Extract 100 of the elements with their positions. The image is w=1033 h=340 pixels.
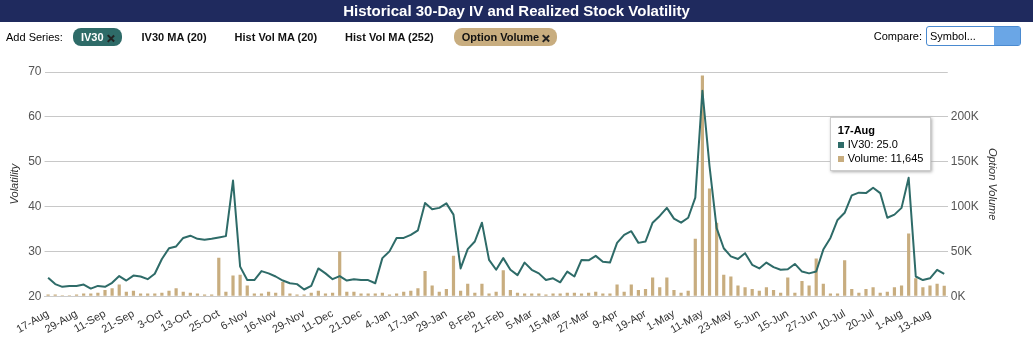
bar xyxy=(850,289,854,296)
bar xyxy=(672,289,676,296)
text: IV30 xyxy=(72,28,122,46)
bar xyxy=(679,292,683,296)
bar xyxy=(786,277,790,296)
chart-title: Historical 30-Day IV and Realized Stock Volatility xyxy=(0,0,1033,22)
bar xyxy=(508,289,512,296)
bar xyxy=(693,238,697,296)
bar xyxy=(480,283,484,296)
y-tick-label: 20 xyxy=(28,288,42,303)
bar xyxy=(110,288,114,296)
bar xyxy=(892,287,897,296)
bar xyxy=(587,292,591,296)
bar xyxy=(494,291,498,296)
y2-tick-label: 50K xyxy=(950,243,973,258)
bar xyxy=(551,293,555,296)
y2-tick-label: 100K xyxy=(950,198,979,213)
y-tick-label: 60 xyxy=(28,109,42,124)
bar xyxy=(757,290,761,296)
legend-title: Add Series: xyxy=(6,31,63,43)
bar xyxy=(430,285,434,296)
bar xyxy=(224,291,228,296)
bar xyxy=(103,289,107,296)
bar xyxy=(451,255,456,296)
bar xyxy=(707,188,712,296)
bar xyxy=(921,287,925,296)
bar xyxy=(800,280,804,296)
bar xyxy=(160,292,164,296)
annotation: Volume: 11,645 xyxy=(847,151,924,164)
bar xyxy=(807,285,811,296)
bar xyxy=(345,291,349,296)
bar xyxy=(864,289,868,296)
y2-tick-label: 0K xyxy=(950,288,966,303)
bar xyxy=(459,290,463,296)
bar xyxy=(309,292,313,296)
bar xyxy=(174,288,178,296)
bar xyxy=(885,291,889,296)
bar xyxy=(779,292,783,296)
annotation: IV30: 25.0 xyxy=(847,137,898,150)
y-tick-label: 70 xyxy=(28,64,42,79)
bar xyxy=(821,283,825,296)
bar xyxy=(352,291,356,296)
text: Symbol... xyxy=(930,30,976,42)
bar xyxy=(750,289,754,296)
bar xyxy=(907,233,911,296)
bar xyxy=(651,277,655,296)
bar xyxy=(878,292,882,296)
bar xyxy=(565,292,569,296)
bar xyxy=(380,292,384,296)
bar xyxy=(124,291,128,296)
bar xyxy=(359,293,363,296)
bar xyxy=(871,287,875,296)
bar xyxy=(629,284,633,296)
text: Hist Vol MA (20) xyxy=(233,30,319,45)
bar xyxy=(665,277,669,296)
bar xyxy=(473,292,477,296)
bar xyxy=(622,291,626,296)
bar xyxy=(843,260,847,296)
bar xyxy=(245,285,249,296)
y2-tick-label: 200K xyxy=(950,109,979,124)
bar xyxy=(899,285,904,296)
bar xyxy=(942,285,946,296)
y2-axis-title: Option Volume xyxy=(987,147,1000,221)
annotation: 17-Aug xyxy=(837,123,876,136)
bar xyxy=(266,291,271,296)
bar xyxy=(928,285,932,296)
bar xyxy=(608,293,612,296)
y2-tick-label: 150K xyxy=(950,154,979,168)
bar xyxy=(188,292,192,296)
text: Option Volume xyxy=(453,28,558,46)
bar xyxy=(281,281,285,296)
bar xyxy=(722,274,726,296)
bar xyxy=(181,291,185,296)
bar xyxy=(636,289,640,296)
bar xyxy=(316,290,320,296)
y-tick-label: 40 xyxy=(28,198,42,213)
bar xyxy=(572,292,576,296)
bar xyxy=(487,293,491,296)
bar xyxy=(501,270,505,296)
bar xyxy=(857,292,861,296)
bar xyxy=(423,271,427,296)
bar xyxy=(330,292,335,296)
y-axis-title: Volatility xyxy=(7,162,20,205)
bar xyxy=(594,291,598,296)
text: IV30 MA (20) xyxy=(140,30,208,45)
bar xyxy=(615,284,619,296)
bar xyxy=(437,291,441,296)
bar xyxy=(131,290,136,296)
bar xyxy=(935,283,939,296)
bar xyxy=(515,292,520,296)
bar xyxy=(686,290,690,296)
text: Compare: xyxy=(873,30,922,42)
bar xyxy=(96,292,100,296)
bar xyxy=(231,275,235,296)
bar xyxy=(914,278,918,296)
bar xyxy=(729,276,733,296)
bar xyxy=(793,292,797,296)
bar xyxy=(444,289,448,296)
y-tick-label: 30 xyxy=(28,243,42,258)
bar xyxy=(771,289,776,296)
